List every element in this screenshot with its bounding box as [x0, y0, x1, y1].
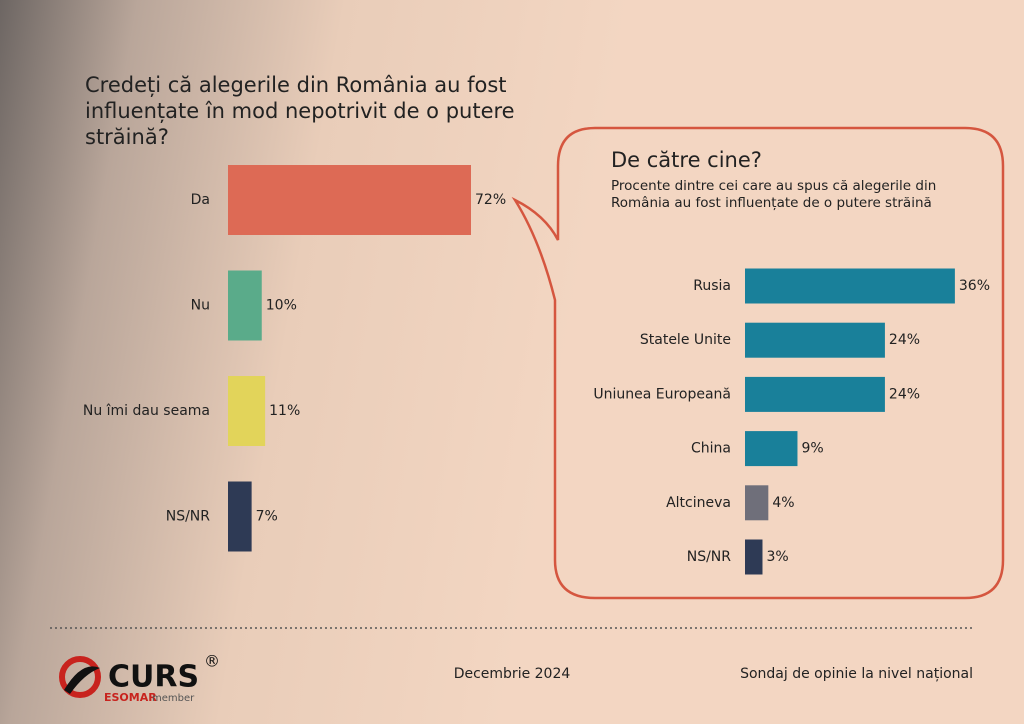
category-label: Nu: [191, 298, 210, 314]
bar: [745, 539, 763, 575]
bar: [745, 268, 955, 304]
footer-date: Decembrie 2024: [454, 666, 571, 682]
value-label: 36%: [959, 278, 990, 294]
value-label: 72%: [475, 192, 506, 208]
category-label: NS/NR: [166, 509, 211, 525]
bar: [745, 376, 885, 412]
bar: [228, 481, 252, 552]
member: member: [152, 693, 195, 704]
value-label: 24%: [889, 332, 920, 348]
value-label: 9%: [801, 441, 823, 457]
value-label: 4%: [772, 495, 794, 511]
category-label: China: [691, 441, 731, 457]
value-label: 24%: [889, 386, 920, 402]
category-label: Statele Unite: [640, 332, 731, 348]
chart-subtitle: Procente dintre cei care au spus că aleg…: [611, 178, 937, 211]
bar: [745, 322, 885, 358]
logo-ring: [59, 656, 101, 698]
bar: [228, 165, 471, 235]
chart-title: Credeți că alegerile din România au fost…: [85, 73, 515, 149]
category-label: Rusia: [693, 278, 731, 294]
bar: [228, 270, 262, 341]
logo-swoosh: [64, 666, 100, 694]
bar: [745, 485, 769, 521]
value-label: 3%: [766, 549, 788, 565]
category-label: Altcineva: [666, 495, 731, 511]
category-label: NS/NR: [687, 549, 732, 565]
registered-mark: ®: [204, 652, 220, 671]
category-label: Nu îmi dau seama: [83, 403, 210, 419]
value-label: 7%: [256, 509, 278, 525]
brand: CURS: [108, 660, 199, 695]
category-label: Uniunea Europeană: [593, 386, 731, 402]
value-label: 10%: [266, 298, 297, 314]
bar: [228, 376, 266, 446]
esomar: ESOMAR: [104, 691, 157, 704]
footer-description: Sondaj de opinie la nivel național: [740, 666, 973, 682]
category-label: Da: [191, 192, 210, 208]
speech-bubble: [511, 126, 1005, 600]
value-label: 11%: [269, 403, 300, 419]
bar: [745, 431, 798, 467]
chart-title: De către cine?: [611, 148, 762, 172]
